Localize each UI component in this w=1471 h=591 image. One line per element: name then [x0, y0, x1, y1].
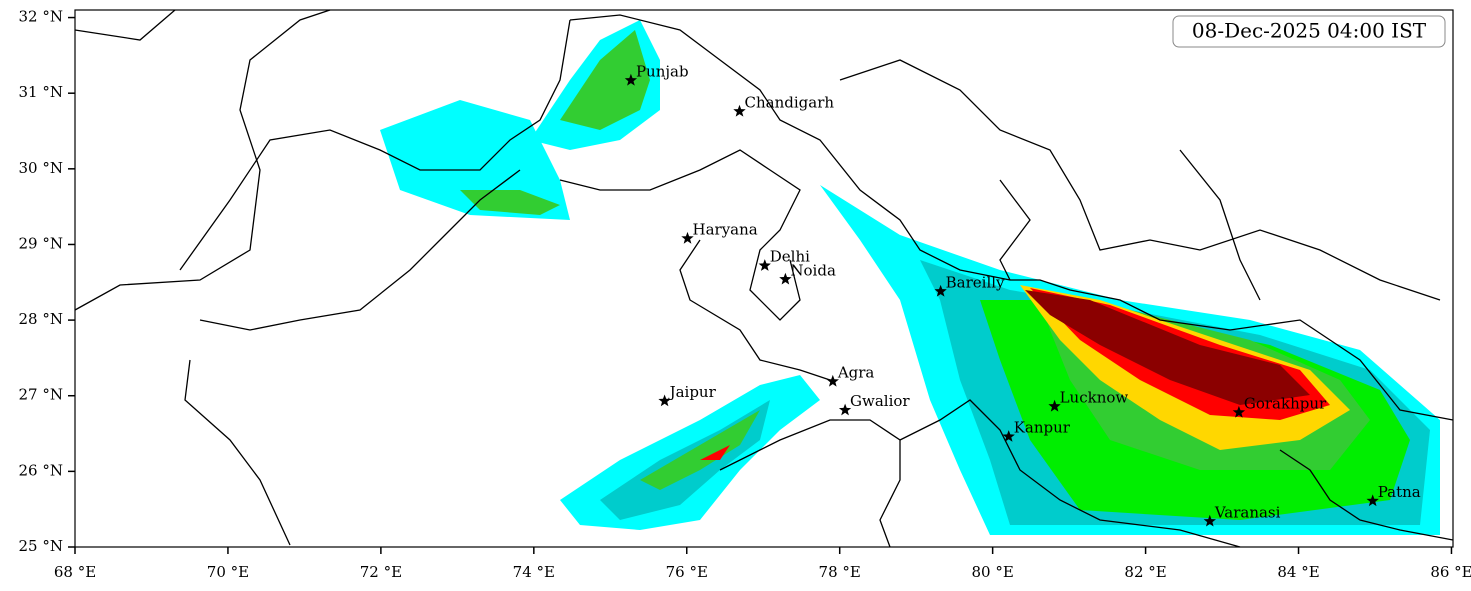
- city-marker: [826, 374, 839, 387]
- city-marker: [758, 259, 771, 271]
- y-tick-label: 25 °N: [19, 537, 63, 555]
- city-marker: [1203, 514, 1216, 527]
- x-tick-label: 78 °E: [819, 563, 861, 581]
- city-label: Gorakhpur: [1244, 394, 1327, 412]
- city-marker: [1366, 494, 1379, 507]
- map-frame: [74, 9, 1454, 548]
- y-tick-label: 29 °N: [19, 234, 63, 252]
- city-label: Punjab: [636, 62, 689, 80]
- city-label: Varanasi: [1214, 503, 1281, 521]
- city-label: Jaipur: [668, 383, 717, 401]
- city-marker: [681, 231, 694, 244]
- city-marker: [1048, 399, 1061, 412]
- city-marker: [779, 272, 792, 285]
- x-tick-label: 84 °E: [1277, 563, 1319, 581]
- city-marker: [1002, 430, 1015, 442]
- city-label: Haryana: [693, 220, 758, 238]
- precipitation: [380, 20, 1440, 535]
- y-tick-label: 32 °N: [19, 8, 63, 26]
- x-tick-label: 70 °E: [207, 563, 249, 581]
- city-label: Gwalior: [850, 392, 910, 410]
- city-label: Agra: [837, 363, 875, 381]
- city-label: Kanpur: [1014, 419, 1071, 437]
- x-tick-label: 86 °E: [1430, 563, 1471, 581]
- y-tick-label: 31 °N: [19, 83, 63, 101]
- city-marker: [624, 73, 638, 86]
- y-tick-label: 30 °N: [19, 159, 63, 177]
- x-tick-label: 82 °E: [1124, 563, 1166, 581]
- city-marker: [658, 394, 671, 407]
- x-tick-label: 74 °E: [513, 563, 555, 581]
- x-tick-label: 68 °E: [54, 563, 96, 581]
- city-marker: [1232, 405, 1246, 418]
- city-label: Bareilly: [946, 273, 1005, 291]
- y-tick-label: 26 °N: [19, 461, 63, 479]
- city-marker: [838, 403, 852, 416]
- x-tick-label: 76 °E: [666, 563, 708, 581]
- city-label: Patna: [1378, 483, 1421, 501]
- borders: [74, 9, 1454, 548]
- city-label: Delhi: [770, 248, 810, 266]
- x-tick-label: 72 °E: [360, 563, 402, 581]
- y-tick-label: 28 °N: [19, 310, 63, 328]
- x-tick-label: 80 °E: [971, 563, 1013, 581]
- y-tick-label: 27 °N: [19, 386, 63, 404]
- city-label: Noida: [790, 261, 836, 279]
- city-marker: [934, 284, 947, 297]
- city-marker: [733, 104, 746, 117]
- city-label: Lucknow: [1060, 388, 1129, 406]
- city-label: Chandigarh: [745, 93, 835, 111]
- timestamp: 08-Dec-2025 04:00 IST: [1192, 19, 1427, 43]
- timestamp-box: [1172, 15, 1446, 48]
